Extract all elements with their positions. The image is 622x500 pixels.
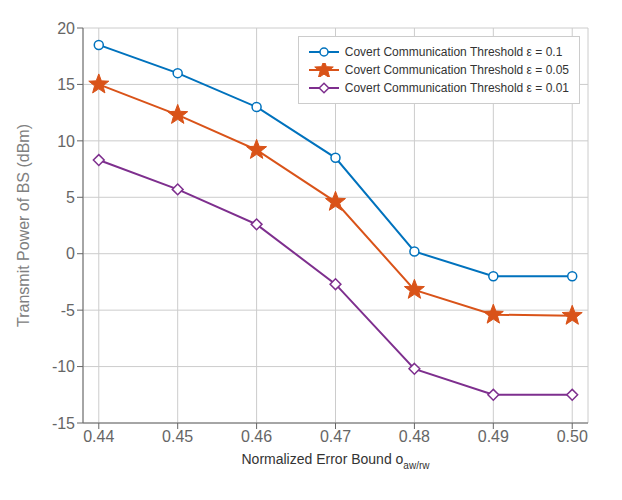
- svg-text:0.46: 0.46: [241, 428, 272, 445]
- svg-text:15: 15: [57, 76, 75, 93]
- svg-text:-5: -5: [61, 302, 75, 319]
- svg-text:Transmit Power of BS (dBm): Transmit Power of BS (dBm): [15, 124, 32, 327]
- svg-text:10: 10: [57, 133, 75, 150]
- html-text:Covert Communication Threshold: Covert Communication Threshold ε = 0.05: [344, 63, 569, 77]
- svg-text:-15: -15: [52, 415, 75, 432]
- svg-text:0: 0: [66, 245, 75, 262]
- svg-text:0.44: 0.44: [83, 428, 114, 445]
- html-text:Covert Communication Threshold: Covert Communication Threshold ε = 0.01: [344, 81, 569, 95]
- svg-text:Normalized Error Bound oaw/rw: Normalized Error Bound oaw/rw: [242, 451, 431, 471]
- html-text:Covert Communication Threshold: Covert Communication Threshold ε = 0.1: [344, 45, 563, 59]
- svg-text:0.45: 0.45: [162, 428, 193, 445]
- svg-text:0.47: 0.47: [320, 428, 351, 445]
- svg-text:20: 20: [57, 20, 75, 37]
- svg-text:0.50: 0.50: [557, 428, 588, 445]
- svg-text:5: 5: [66, 189, 75, 206]
- svg-text:-10: -10: [52, 358, 75, 375]
- svg-text:0.48: 0.48: [399, 428, 430, 445]
- svg-text:0.49: 0.49: [478, 428, 509, 445]
